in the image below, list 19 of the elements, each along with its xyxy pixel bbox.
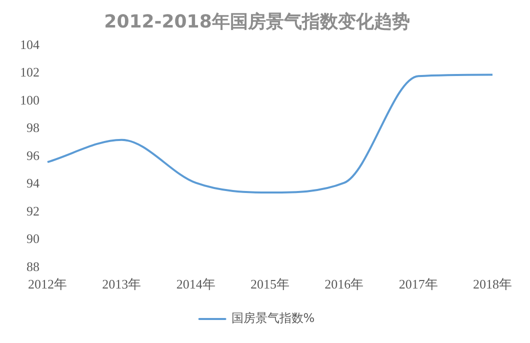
y-tick-label: 100 bbox=[20, 92, 40, 108]
y-tick-label: 98 bbox=[26, 120, 40, 136]
x-tick-label: 2016年 bbox=[324, 276, 364, 292]
y-tick-label: 88 bbox=[26, 258, 40, 274]
x-tick-label: 2018年 bbox=[473, 276, 512, 292]
y-tick-label: 94 bbox=[26, 176, 40, 191]
x-tick-label: 2012年 bbox=[28, 276, 67, 292]
y-tick-label: 90 bbox=[26, 231, 40, 246]
chart-title: 2012-2018年国房景气指数变化趋势 bbox=[104, 11, 410, 32]
y-tick-label: 102 bbox=[20, 64, 40, 80]
x-tick-label: 2015年 bbox=[250, 276, 290, 292]
line-series bbox=[46, 74, 494, 194]
x-tick-label: 2017年 bbox=[398, 276, 438, 292]
legend-label: 国房景气指数% bbox=[231, 311, 315, 326]
y-tick-label: 104 bbox=[20, 37, 40, 52]
y-tick-label: 92 bbox=[26, 203, 40, 218]
x-tick-label: 2013年 bbox=[102, 276, 142, 292]
x-tick-label: 2014年 bbox=[176, 276, 216, 292]
y-tick-label: 96 bbox=[26, 148, 40, 163]
